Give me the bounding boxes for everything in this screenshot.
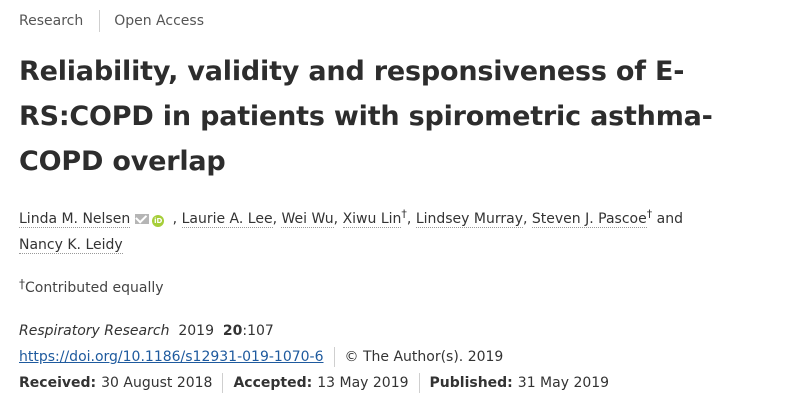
journal-name[interactable]: Respiratory Research <box>19 323 170 339</box>
author-separator: , <box>333 211 343 227</box>
citation-meta: Respiratory Research 2019 20:107 https:/… <box>19 318 609 396</box>
copyright-text: © The Author(s). 2019 <box>344 349 504 365</box>
author-separator: , <box>272 211 282 227</box>
article-type-tag: Research <box>19 13 84 29</box>
article-number: :107 <box>242 323 274 339</box>
dates-row: Received: 30 August 2018 Accepted: 13 May … <box>19 370 609 396</box>
journal-volume: 20 <box>222 323 243 339</box>
meta-divider <box>333 347 335 367</box>
published-date: 31 May 2019 <box>517 375 610 391</box>
article-tags: Research Open Access <box>19 10 204 32</box>
contribution-text: Contributed equally <box>25 280 164 296</box>
citation-row: Respiratory Research 2019 20:107 <box>19 318 609 344</box>
author-link[interactable]: Wei Wu <box>281 211 334 228</box>
author-separator: and <box>652 211 684 227</box>
author-link[interactable]: Steven J. Pascoe <box>531 211 647 228</box>
email-icon[interactable] <box>135 214 150 224</box>
author-separator: , <box>523 211 532 227</box>
contribution-note: †Contributed equally <box>19 277 164 296</box>
tag-divider <box>99 10 101 32</box>
author-separator: , <box>168 211 182 227</box>
published-label: Published: <box>429 375 513 391</box>
author-link[interactable]: Xiwu Lin <box>342 211 402 228</box>
author-link[interactable]: Laurie A. Lee <box>181 211 273 228</box>
author-link[interactable]: Linda M. Nelsen <box>19 211 131 228</box>
author-list: Linda M. Nelsen iD , Laurie A. Lee, Wei W… <box>19 206 759 258</box>
author-link[interactable]: Lindsey Murray <box>415 211 523 228</box>
accepted-date: 13 May 2019 <box>317 375 409 391</box>
dagger-mark: † <box>19 277 25 291</box>
meta-divider <box>222 373 224 393</box>
author-separator: , <box>406 211 416 227</box>
orcid-icon[interactable]: iD <box>152 215 165 227</box>
article-title: Reliability, validity and responsiveness… <box>19 56 713 177</box>
dagger-mark: † <box>646 207 653 221</box>
received-date: 30 August 2018 <box>101 375 213 391</box>
open-access-tag: Open Access <box>114 13 204 29</box>
dagger-mark: † <box>401 207 407 221</box>
meta-divider <box>418 373 420 393</box>
accepted-label: Accepted: <box>233 375 313 391</box>
author-link[interactable]: Nancy K. Leidy <box>19 237 123 254</box>
received-label: Received: <box>19 375 97 391</box>
journal-year: 2019 <box>178 323 214 339</box>
doi-row: https://doi.org/10.1186/s12931-019-1070-… <box>19 344 609 370</box>
doi-link[interactable]: https://doi.org/10.1186/s12931-019-1070-… <box>19 349 324 365</box>
